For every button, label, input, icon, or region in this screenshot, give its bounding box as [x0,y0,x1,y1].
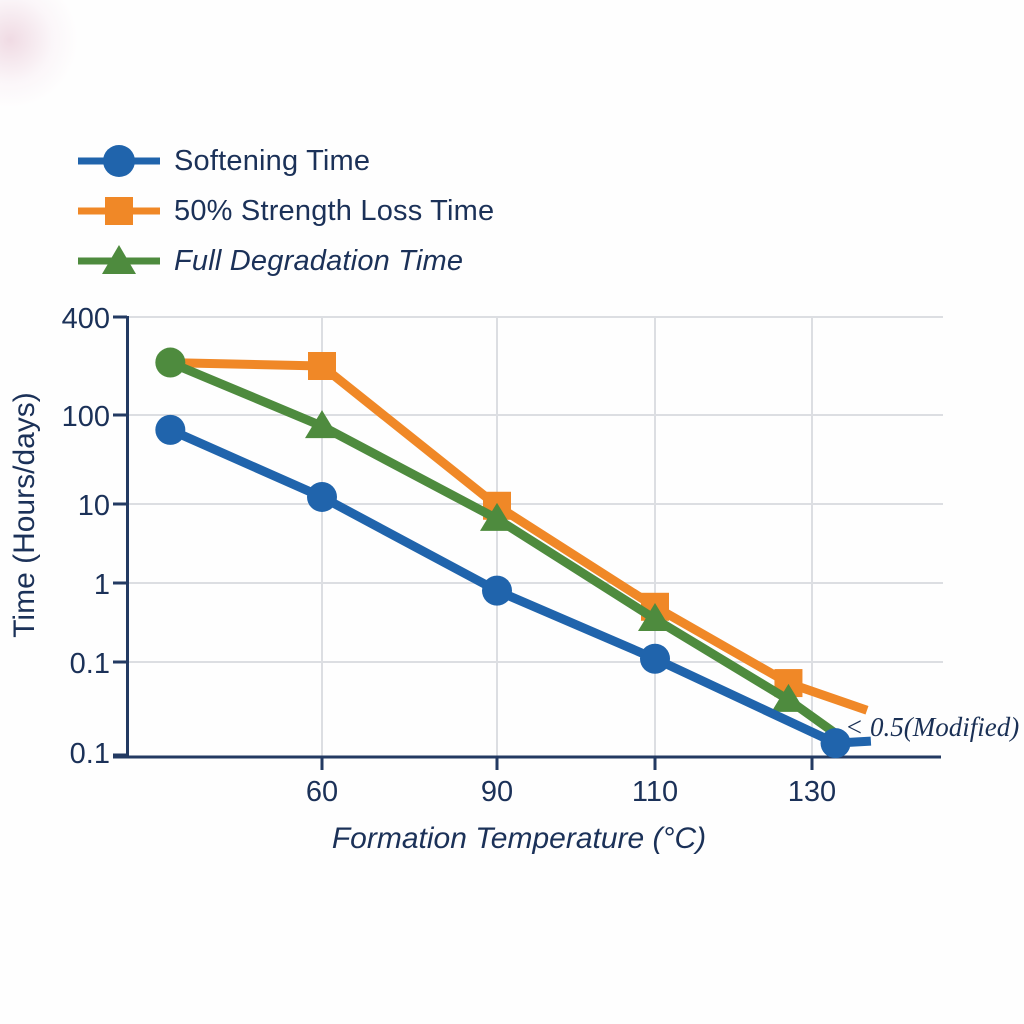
data-point-triangle [638,603,672,632]
data-series [155,347,872,759]
legend-item-softening-time: Softening Time [76,143,494,179]
chart-legend: Softening Time 50% Strength Loss Time Fu… [76,143,494,293]
legend-label: Full Degradation Time [174,244,464,277]
data-point-triangle [305,410,339,439]
data-point-circle [155,414,186,445]
tick-labels: 400 100 10 1 0.1 0.1 60 90 110 130 [62,303,837,808]
x-axis-title: Formation Temperature (°C) [332,822,706,855]
data-point-circle [482,575,512,606]
data-point-circle [640,643,670,674]
data-point-triangle [771,683,806,712]
legend-marker-circle [78,145,160,177]
x-tick-label: 110 [632,776,678,808]
data-point-circle [820,728,851,759]
data-point-triangle [480,502,514,531]
y-axis-title: Time (Hours/days) [8,392,41,638]
data-point-square [308,352,336,380]
axes [113,315,941,770]
y-tick-label: 0.1 [70,648,110,680]
gridlines [127,316,943,757]
annotation-label: < 0.5(Modified) [845,712,1019,742]
x-tick-label: 130 [788,776,836,808]
legend-item-strength-loss-time: 50% Strength Loss Time [76,193,494,229]
y-tick-label: 10 [78,490,110,522]
y-tick-label: 100 [62,401,110,433]
y-tick-label: 1 [94,569,110,601]
data-point-circle [155,347,186,378]
legend-label: 50% Strength Loss Time [174,194,495,227]
y-tick-label: 0.1 [70,738,110,770]
legend-label: Softening Time [174,144,371,177]
data-point-circle [307,481,337,512]
series-line-triangle [168,358,843,740]
legend-marker-square [78,197,160,225]
x-tick-label: 90 [481,776,513,808]
legend-item-full-degradation-time: Full Degradation Time [76,243,494,279]
legend-marker-triangle [78,245,160,274]
series-line-circle [168,425,872,748]
x-tick-label: 60 [306,776,338,808]
y-tick-label: 400 [62,303,110,335]
